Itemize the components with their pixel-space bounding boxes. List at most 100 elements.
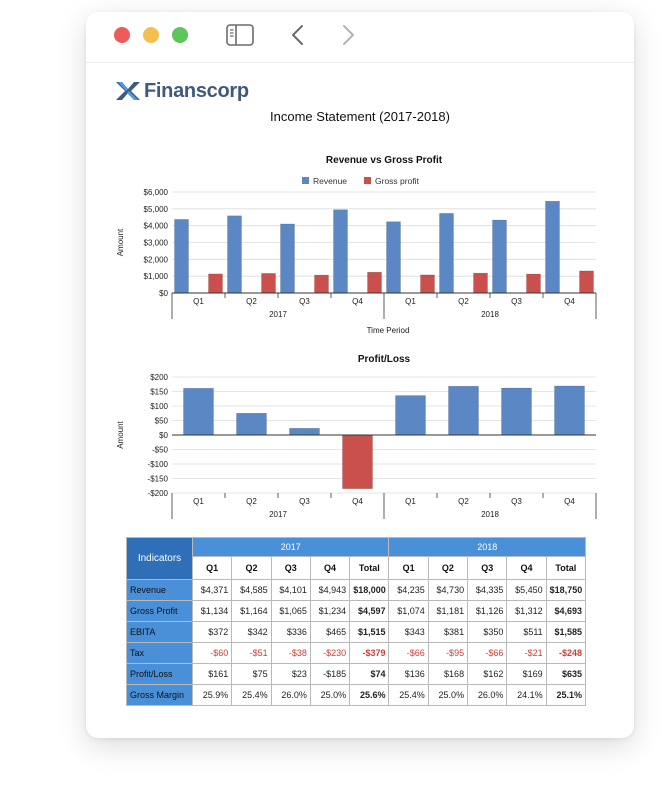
- value-cell: -$66: [388, 642, 429, 664]
- legend-label: Gross profit: [375, 176, 420, 186]
- value-cell: 24.1%: [506, 684, 547, 706]
- value-cell: -$230: [309, 642, 351, 664]
- bar: [261, 273, 276, 294]
- value-cell: $4,101: [270, 579, 311, 601]
- bar: [236, 413, 267, 436]
- value-cell: 25.4%: [231, 684, 272, 706]
- income-table: Indicators 2017 2018 Q1 Q2 Q3 Q4 Total Q…: [126, 537, 587, 706]
- bar: [314, 274, 329, 294]
- table-row: Revenue $4,371 $4,585 $4,101 $4,943 $18,000 $4…: [126, 579, 587, 601]
- x-tick-label: Q4: [352, 297, 363, 306]
- total-cell: $1,515: [349, 621, 390, 643]
- y-tick-label: $4,000: [144, 222, 169, 231]
- y-tick-label: $0: [159, 431, 168, 440]
- x-tick-label: Q3: [511, 497, 522, 506]
- column-header: Q3: [270, 556, 311, 580]
- total-cell: -$379: [349, 642, 390, 664]
- bar: [554, 385, 585, 436]
- total-cell: $4,597: [349, 600, 390, 622]
- x-tick-label: Q4: [564, 497, 575, 506]
- legend-label: Revenue: [313, 176, 347, 186]
- column-header: Total: [545, 556, 587, 580]
- x-tick-label: Q3: [511, 297, 522, 306]
- bar: [289, 428, 320, 436]
- x-group-label: 2018: [481, 510, 499, 519]
- value-cell: $23: [270, 663, 311, 685]
- chart-title: Revenue vs Gross Profit: [326, 155, 443, 166]
- bar: [386, 221, 401, 294]
- total-cell: -$248: [545, 642, 587, 664]
- chevron-right-icon[interactable]: [338, 23, 358, 47]
- profit-loss-chart: Profit/Loss -$200 -$150 -$100 -$50 $0 $50 $100 $…: [106, 340, 616, 535]
- value-cell: $1,164: [231, 600, 272, 622]
- value-cell: 25.9%: [191, 684, 233, 706]
- x-group-label: 2017: [269, 310, 287, 319]
- bar: [439, 213, 454, 294]
- value-cell: $343: [388, 621, 429, 643]
- value-cell: $381: [427, 621, 469, 643]
- table-row: Gross Margin 25.9% 25.4% 26.0% 25.0% 25.6% 25.…: [126, 684, 587, 706]
- chevron-left-icon[interactable]: [288, 23, 308, 47]
- column-header: Q2: [231, 556, 272, 580]
- y-tick-label: $150: [150, 388, 168, 397]
- minimize-window-button[interactable]: [143, 27, 159, 43]
- value-cell: $372: [191, 621, 233, 643]
- bar: [501, 387, 532, 436]
- sidebar-toggle-icon[interactable]: [225, 23, 255, 47]
- y-tick-label: -$150: [148, 475, 169, 484]
- total-cell: $18,000: [349, 579, 390, 601]
- browser-window: Finanscorp Income Statement (2017-2018) …: [86, 12, 634, 738]
- value-cell: -$60: [191, 642, 233, 664]
- brand-name: Finanscorp: [144, 80, 249, 102]
- y-tick-label: $50: [155, 417, 169, 426]
- value-cell: $336: [270, 621, 311, 643]
- column-header: Q4: [309, 556, 351, 580]
- row-label: Gross Profit: [126, 600, 193, 622]
- value-cell: $168: [427, 663, 469, 685]
- report-title: Income Statement (2017-2018): [270, 109, 450, 124]
- x-tick-label: Q1: [405, 497, 416, 506]
- revenue-gross-profit-svg: Revenue vs Gross Profit Revenue Gross prof…: [116, 155, 597, 335]
- value-cell: $162: [467, 663, 508, 685]
- value-cell: $511: [506, 621, 547, 643]
- y-tick-label: $6,000: [144, 188, 169, 197]
- year-header-2018: 2018: [388, 537, 586, 557]
- window-toolbar: [86, 12, 634, 63]
- column-header: Q1: [388, 556, 429, 580]
- table-row: EBITA $372 $342 $336 $465 $1,515 $343 $381 $350 $…: [126, 621, 587, 643]
- total-cell: $18,750: [545, 579, 587, 601]
- value-cell: $75: [231, 663, 272, 685]
- column-header: Total: [349, 556, 390, 580]
- y-tick-label: $200: [150, 373, 168, 382]
- close-window-button[interactable]: [114, 27, 130, 43]
- value-cell: $1,065: [270, 600, 311, 622]
- value-cell: $1,134: [191, 600, 233, 622]
- value-cell: -$185: [309, 663, 351, 685]
- row-label: Profit/Loss: [126, 663, 193, 685]
- y-tick-label: $3,000: [144, 239, 169, 248]
- value-cell: -$66: [467, 642, 508, 664]
- y-tick-label: $0: [159, 289, 168, 298]
- value-cell: $4,585: [231, 579, 272, 601]
- value-cell: -$95: [427, 642, 469, 664]
- value-cell: $161: [191, 663, 233, 685]
- x-tick-label: Q2: [458, 297, 469, 306]
- value-cell: $5,450: [506, 579, 547, 601]
- zoom-window-button[interactable]: [172, 27, 188, 43]
- column-header: Q3: [467, 556, 508, 580]
- bar: [545, 201, 560, 294]
- legend-swatch: [302, 177, 309, 184]
- y-tick-label: -$100: [148, 460, 169, 469]
- bar: [333, 209, 348, 294]
- bar: [367, 271, 382, 294]
- value-cell: 26.0%: [270, 684, 311, 706]
- total-cell: $1,585: [545, 621, 587, 643]
- value-cell: -$21: [506, 642, 547, 664]
- y-tick-label: -$50: [152, 446, 169, 455]
- value-cell: $1,234: [309, 600, 351, 622]
- finanscorp-x-logo-icon: [116, 82, 140, 100]
- y-axis-label: Amount: [116, 420, 125, 448]
- value-cell: $4,335: [467, 579, 508, 601]
- x-tick-label: Q1: [193, 297, 204, 306]
- table-body: Revenue $4,371 $4,585 $4,101 $4,943 $18,000 $4…: [126, 579, 587, 706]
